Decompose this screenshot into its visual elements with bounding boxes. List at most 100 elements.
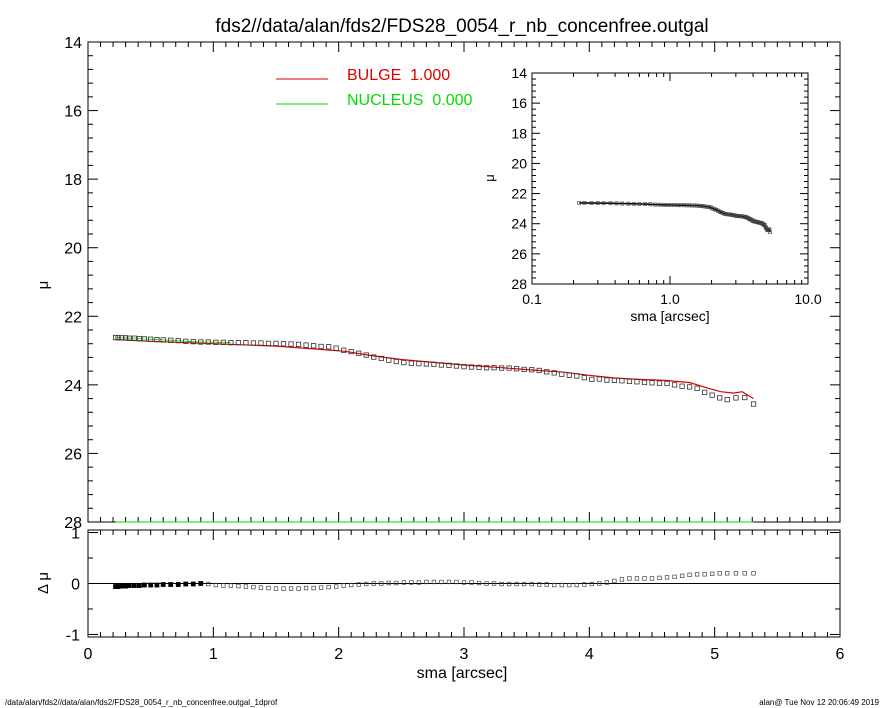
residual-data-point — [589, 581, 594, 587]
residual-data-point — [612, 578, 617, 584]
inset-data-point — [608, 201, 613, 206]
residual-data-point — [154, 582, 160, 588]
profile-data-point — [119, 335, 125, 341]
inset-y-tick-label: 28 — [511, 276, 527, 292]
residual-data-point — [567, 582, 572, 588]
profile-data-point — [702, 389, 708, 396]
residual-data-point — [349, 582, 354, 588]
inset-data-point — [637, 202, 642, 206]
profile-data-point — [148, 336, 154, 342]
profile-data-point — [348, 348, 354, 355]
residual-data-point — [642, 576, 647, 581]
residual-data-point — [751, 571, 756, 576]
residual-data-point — [356, 582, 361, 587]
inset-data-point — [768, 230, 772, 235]
inset-data-point — [653, 202, 658, 207]
profile-data-point — [126, 335, 132, 341]
profile-data-point — [198, 339, 204, 345]
footer-timestamp: alan@ Tue Nov 12 20:06:49 2019 — [759, 698, 879, 707]
profile-data-point — [141, 336, 147, 342]
inset-data-point — [694, 203, 699, 208]
profile-data-point — [318, 343, 324, 350]
profile-data-point — [634, 379, 640, 385]
residual-data-point — [281, 586, 286, 591]
profile-data-point — [679, 383, 685, 389]
residual-data-point — [454, 579, 459, 585]
residual-data-point — [168, 582, 174, 587]
profile-data-point — [265, 340, 272, 346]
profile-data-point — [386, 357, 392, 363]
inset-data-point — [731, 213, 736, 218]
profile-data-point — [551, 370, 557, 376]
profile-data-point — [498, 365, 505, 371]
residual-x-tick-label: 1 — [209, 646, 218, 663]
profile-data-point — [664, 380, 670, 387]
profile-data-point — [611, 377, 618, 384]
main-y-tick-label: 26 — [64, 446, 82, 463]
residual-data-point — [311, 585, 316, 591]
residual-data-point — [273, 586, 279, 591]
residual-data-point — [627, 576, 632, 581]
inset-data-point — [582, 201, 587, 205]
main-y-axis-label: μ — [35, 281, 52, 290]
residual-data-point — [491, 581, 497, 586]
residual-data-point — [318, 585, 324, 590]
residual-data-point — [717, 571, 722, 576]
profile-data-point — [115, 334, 121, 341]
residual-data-point — [725, 571, 730, 576]
residual-y-tick-label: 0 — [71, 577, 80, 594]
main-y-tick-label: 24 — [64, 378, 82, 395]
residual-data-point — [574, 582, 579, 588]
profile-data-point — [295, 341, 302, 348]
residual-data-point — [266, 585, 271, 591]
residual-data-point — [160, 582, 166, 587]
main-y-tick-label: 28 — [64, 515, 82, 532]
profile-data-point — [596, 376, 602, 382]
inset-data-point — [648, 202, 653, 207]
inset-data-point — [699, 204, 703, 208]
nucleus-overlay-line — [115, 337, 231, 344]
residual-data-point — [190, 581, 196, 587]
profile-data-point — [559, 371, 565, 377]
residual-x-tick-label: 0 — [84, 646, 93, 663]
residual-data-point — [552, 582, 557, 588]
legend-nucleus-label: NUCLEUS 0.000 — [347, 92, 472, 109]
main-y-tick-label: 14 — [64, 35, 82, 52]
residual-data-point — [386, 580, 391, 586]
residual-data-point — [364, 581, 369, 587]
inset-data-point — [626, 201, 631, 206]
inset-data-point — [703, 204, 708, 209]
inset-observed-profile-series — [577, 201, 772, 235]
inset-data-point — [601, 201, 606, 206]
bulge-model-line — [115, 339, 754, 400]
residual-data-point — [142, 582, 147, 588]
profile-data-point — [468, 364, 475, 370]
profile-data-point — [303, 342, 309, 348]
profile-data-point — [423, 361, 430, 367]
residual-data-point — [499, 581, 504, 587]
residual-data-point — [341, 583, 346, 588]
profile-data-point — [671, 382, 678, 388]
residual-x-tick-label: 4 — [585, 646, 594, 663]
observed-profile-series — [112, 334, 757, 407]
residual-x-tick-label: 2 — [334, 646, 343, 663]
inset-y-axis: 14 16 18 20 22 24 26 28 — [511, 65, 808, 292]
residual-x-tick-label: 6 — [836, 646, 845, 663]
residual-data-point — [288, 586, 294, 591]
residual-x-axis-label: sma [arcsec] — [417, 665, 508, 682]
profile-data-point — [589, 376, 595, 382]
legend: BULGE 1.000 NUCLEUS 0.000 — [276, 67, 472, 109]
residual-data-point — [371, 581, 376, 586]
inset-data-point — [692, 203, 697, 208]
profile-data-point — [476, 364, 482, 370]
profile-data-point — [416, 360, 422, 367]
profile-data-point — [378, 355, 384, 362]
profile-data-point — [619, 378, 625, 384]
inset-data-point — [684, 203, 689, 208]
residual-data-point — [394, 580, 399, 586]
residual-data-point — [634, 576, 640, 581]
profile-data-point — [310, 343, 317, 349]
residual-data-point — [326, 584, 331, 590]
